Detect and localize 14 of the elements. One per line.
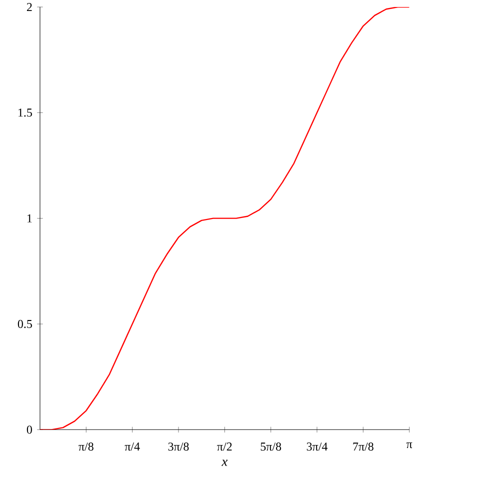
x-tick-label: π/4 <box>124 442 140 451</box>
y-tick-label: 0.5 <box>18 320 32 328</box>
y-tick-label: 2 <box>26 3 32 11</box>
y-tick-label: 1.5 <box>18 108 32 117</box>
x-tick-label: 5π/8 <box>260 442 282 451</box>
x-tick-label: π <box>406 442 412 448</box>
x-tick-label: π/2 <box>217 442 232 451</box>
x-tick-label: 3π/4 <box>306 442 328 451</box>
x-tick-label: π/8 <box>78 442 94 451</box>
x-axis-title: x <box>222 460 228 466</box>
x-tick-label: 3π/8 <box>168 442 189 451</box>
y-tick-label: 1 <box>27 214 32 222</box>
x-tick-label: 7π/8 <box>353 442 374 451</box>
y-tick-label: 0 <box>26 426 32 434</box>
